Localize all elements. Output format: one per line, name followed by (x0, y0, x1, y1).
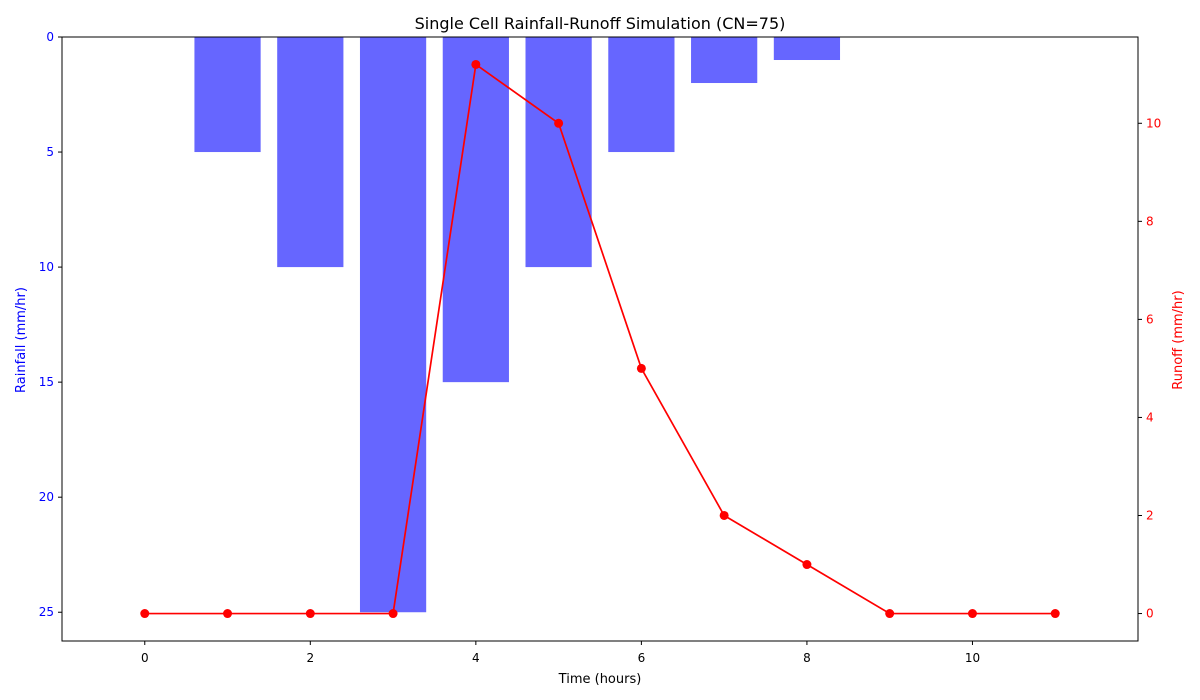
rainfall-bar (277, 37, 344, 268)
y-axis-left-label: Rainfall (mm/hr) (14, 287, 29, 393)
rainfall-bar (442, 37, 509, 383)
y-left-tick-label: 25 (39, 605, 54, 619)
rainfall-bar (691, 37, 758, 84)
runoff-point (471, 59, 481, 69)
y-axis-left: 0 5 10 15 20 25 (39, 30, 62, 619)
y-left-tick-label: 20 (39, 490, 54, 504)
x-tick-label: 0 (141, 651, 149, 665)
runoff-point (140, 609, 150, 619)
rainfall-bar (608, 37, 675, 153)
runoff-point (885, 609, 895, 619)
rainfall-bar (359, 37, 427, 613)
runoff-point (967, 609, 977, 619)
y-right-tick-label: 10 (1146, 116, 1161, 130)
chart-title: Single Cell Rainfall-Runoff Simulation (… (415, 14, 786, 33)
runoff-series (140, 59, 1060, 619)
y-right-tick-label: 2 (1146, 508, 1154, 522)
runoff-point (388, 609, 398, 619)
rainfall-bar (773, 37, 841, 61)
rainfall-bar (525, 37, 592, 268)
x-axis: 0 2 4 6 8 10 (141, 641, 980, 665)
x-tick-label: 8 (803, 651, 811, 665)
rainfall-bar (194, 37, 261, 153)
y-axis-right-label: Runoff (mm/hr) (1171, 290, 1186, 389)
y-left-tick-label: 0 (46, 30, 54, 44)
runoff-line (144, 62, 1056, 615)
runoff-point (802, 560, 812, 570)
x-tick-label: 2 (306, 651, 314, 665)
runoff-point (719, 510, 729, 520)
y-left-tick-label: 5 (46, 145, 54, 159)
y-right-tick-label: 4 (1146, 410, 1154, 424)
plot-frame (61, 36, 1139, 642)
y-right-tick-label: 6 (1146, 312, 1154, 326)
y-left-tick-label: 10 (39, 260, 54, 274)
runoff-point (1050, 609, 1060, 619)
y-axis-right: 0 2 4 6 8 10 (1138, 116, 1161, 621)
runoff-point (636, 363, 646, 373)
x-tick-label: 10 (965, 651, 980, 665)
rainfall-bars (194, 37, 841, 613)
x-tick-label: 6 (638, 651, 646, 665)
x-tick-label: 4 (472, 651, 480, 665)
runoff-point (554, 118, 564, 128)
y-right-tick-label: 8 (1146, 214, 1154, 228)
x-axis-label: Time (hours) (558, 672, 642, 687)
y-right-tick-label: 0 (1146, 607, 1154, 621)
y-left-tick-label: 15 (39, 375, 54, 389)
runoff-point (305, 609, 315, 619)
runoff-point (223, 609, 233, 619)
